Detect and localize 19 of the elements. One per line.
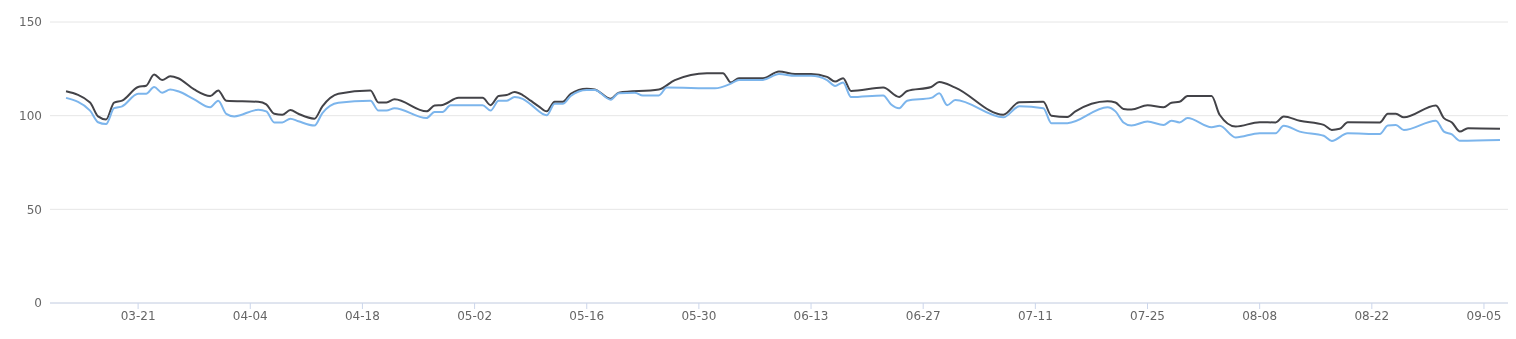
- y-tick-label: 100: [19, 108, 42, 123]
- x-tick-label: 05-16: [569, 308, 605, 323]
- x-tick-label: 09-05: [1466, 308, 1502, 323]
- x-tick-label: 05-30: [681, 308, 717, 323]
- x-tick-label: 06-13: [793, 308, 829, 323]
- x-tick-label: 04-18: [344, 308, 380, 323]
- x-tick-label: 03-21: [120, 308, 156, 323]
- x-tick-label: 06-27: [905, 308, 941, 323]
- y-tick-label: 150: [19, 15, 42, 30]
- x-tick-label: 05-02: [457, 308, 493, 323]
- y-tick-label: 0: [34, 296, 42, 311]
- line-series: [65, 70, 1501, 133]
- x-tick-label: 07-25: [1130, 308, 1165, 323]
- y-tick-label: 50: [26, 202, 42, 217]
- x-tick-label: 08-08: [1242, 308, 1278, 323]
- x-tick-label: 04-04: [232, 308, 268, 323]
- line-series: [65, 73, 1501, 142]
- x-tick-label: 07-11: [1017, 308, 1053, 323]
- x-tick-label: 08-22: [1354, 308, 1390, 323]
